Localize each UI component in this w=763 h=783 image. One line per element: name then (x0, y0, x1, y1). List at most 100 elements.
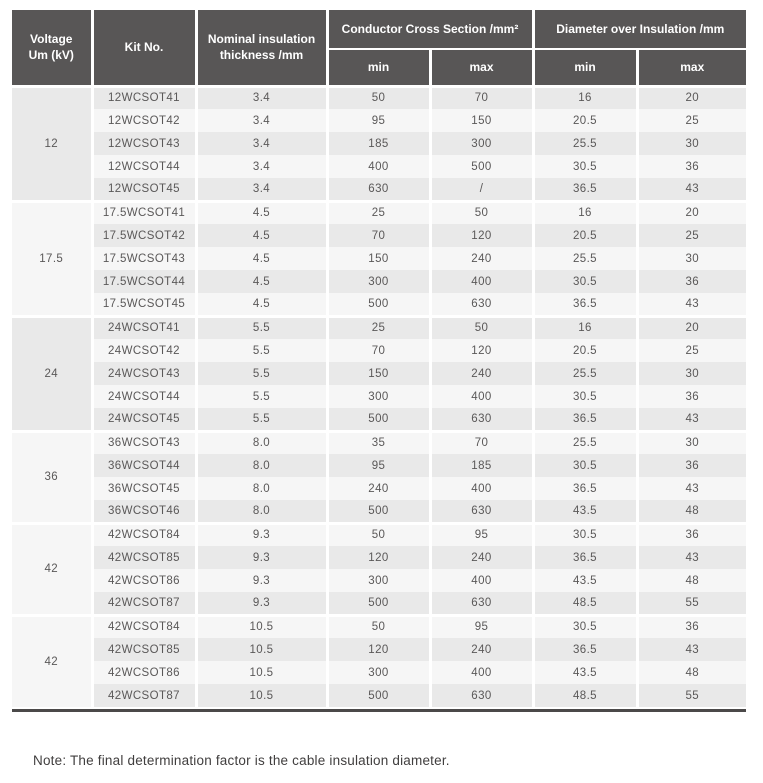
diameter-max-cell: 43 (635, 546, 747, 569)
diameter-min-cell: 16 (531, 84, 637, 109)
diameter-min-cell: 30.5 (531, 613, 637, 638)
diameter-min-cell: 36.5 (531, 293, 637, 316)
conductor-max-cell: 500 (428, 155, 533, 178)
table-row: 36 36WCSOT43 8.0 35 70 25.5 30 (12, 429, 747, 523)
thickness-cell: 8.0 (194, 500, 327, 523)
kit-no-cell: 12WCSOT42 (90, 109, 196, 132)
kit-no-cell: 42WCSOT85 (90, 546, 196, 569)
conductor-min-cell: 70 (325, 339, 430, 362)
conductor-min-cell: 120 (325, 638, 430, 661)
conductor-min-cell: 300 (325, 569, 430, 592)
diameter-min-cell: 36.5 (531, 546, 637, 569)
thickness-cell: 5.5 (194, 339, 327, 362)
thickness-cell: 4.5 (194, 199, 327, 224)
header-diameter-min: min (531, 48, 637, 86)
diameter-min-cell: 16 (531, 314, 637, 339)
kit-no-cell: 36WCSOT43 (90, 429, 196, 454)
kit-no-cell: 36WCSOT46 (90, 500, 196, 523)
conductor-max-cell: 630 (428, 684, 533, 707)
conductor-min-cell: 95 (325, 454, 430, 477)
diameter-max-cell: 30 (635, 247, 747, 270)
diameter-max-cell: 43 (635, 293, 747, 316)
thickness-cell: 5.5 (194, 408, 327, 431)
kit-no-cell: 24WCSOT43 (90, 362, 196, 385)
kit-no-cell: 36WCSOT44 (90, 454, 196, 477)
diameter-min-cell: 20.5 (531, 109, 637, 132)
table-container: Voltage Um (kV) Kit No. Nominal insulati… (12, 10, 747, 712)
conductor-max-cell: 400 (428, 477, 533, 500)
diameter-max-cell: 36 (635, 155, 747, 178)
conductor-max-cell: 630 (428, 408, 533, 431)
table-row: 17.5 17.5WCSOT41 4.5 25 50 16 20 (12, 199, 747, 316)
table-bottom-rule (12, 709, 746, 712)
diameter-min-cell: 25.5 (531, 429, 637, 454)
thickness-cell: 3.4 (194, 109, 327, 132)
conductor-max-cell: 240 (428, 247, 533, 270)
diameter-max-cell: 20 (635, 84, 747, 109)
kit-no-cell: 17.5WCSOT42 (90, 224, 196, 247)
note-text: Note: The final determination factor is … (33, 753, 450, 768)
voltage-cell: 42 (12, 521, 92, 615)
header-voltage: Voltage Um (kV) (12, 10, 92, 86)
thickness-cell: 5.5 (194, 385, 327, 408)
thickness-cell: 9.3 (194, 592, 327, 615)
thickness-cell: 4.5 (194, 293, 327, 316)
conductor-min-cell: 500 (325, 408, 430, 431)
diameter-max-cell: 48 (635, 569, 747, 592)
conductor-min-cell: 150 (325, 247, 430, 270)
voltage-cell: 17.5 (12, 199, 92, 316)
table-row: 17.5WCSOT45 4.5 500 630 36.5 43 (12, 293, 747, 316)
diameter-min-cell: 43.5 (531, 661, 637, 684)
header-voltage-line2: Um (kV) (28, 48, 74, 63)
thickness-cell: 10.5 (194, 684, 327, 707)
diameter-min-cell: 43.5 (531, 569, 637, 592)
table-row: 42WCSOT86 9.3 300 400 43.5 48 (12, 569, 747, 592)
conductor-min-cell: 35 (325, 429, 430, 454)
diameter-max-cell: 25 (635, 224, 747, 247)
conductor-min-cell: 150 (325, 362, 430, 385)
kit-no-cell: 24WCSOT41 (90, 314, 196, 339)
thickness-cell: 8.0 (194, 477, 327, 500)
kit-no-cell: 42WCSOT84 (90, 613, 196, 638)
table-row: 24 24WCSOT41 5.5 25 50 16 20 (12, 314, 747, 431)
voltage-cell: 42 (12, 613, 92, 707)
table-body: 12 12WCSOT41 3.4 50 70 16 20 12WCSOT42 3.4 95 150 2… (12, 84, 747, 707)
kit-no-cell: 12WCSOT45 (90, 178, 196, 201)
conductor-min-cell: 120 (325, 546, 430, 569)
conductor-min-cell: 300 (325, 661, 430, 684)
diameter-max-cell: 43 (635, 408, 747, 431)
conductor-max-cell: 240 (428, 638, 533, 661)
diameter-max-cell: 30 (635, 429, 747, 454)
header-nominal-line2: thickness /mm (219, 48, 304, 63)
thickness-cell: 3.4 (194, 155, 327, 178)
table-row: 17.5WCSOT42 4.5 70 120 20.5 25 (12, 224, 747, 247)
header-nominal-thickness: Nominal insulation thickness /mm (194, 10, 327, 86)
conductor-min-cell: 500 (325, 592, 430, 615)
conductor-min-cell: 95 (325, 109, 430, 132)
diameter-max-cell: 36 (635, 613, 747, 638)
kit-no-cell: 17.5WCSOT43 (90, 247, 196, 270)
conductor-min-cell: 500 (325, 293, 430, 316)
diameter-max-cell: 25 (635, 109, 747, 132)
thickness-cell: 8.0 (194, 454, 327, 477)
table-row: 42WCSOT87 9.3 500 630 48.5 55 (12, 592, 747, 615)
thickness-cell: 3.4 (194, 84, 327, 109)
kit-no-cell: 36WCSOT45 (90, 477, 196, 500)
conductor-max-cell: 240 (428, 546, 533, 569)
table-row: 42WCSOT85 9.3 120 240 36.5 43 (12, 546, 747, 569)
diameter-max-cell: 30 (635, 132, 747, 155)
thickness-cell: 9.3 (194, 546, 327, 569)
diameter-max-cell: 30 (635, 362, 747, 385)
diameter-min-cell: 25.5 (531, 247, 637, 270)
thickness-cell: 10.5 (194, 638, 327, 661)
diameter-max-cell: 36 (635, 270, 747, 293)
diameter-min-cell: 30.5 (531, 270, 637, 293)
table-row: 24WCSOT43 5.5 150 240 25.5 30 (12, 362, 747, 385)
conductor-min-cell: 630 (325, 178, 430, 201)
thickness-cell: 8.0 (194, 429, 327, 454)
conductor-max-cell: 400 (428, 569, 533, 592)
conductor-max-cell: 630 (428, 293, 533, 316)
kit-no-cell: 17.5WCSOT44 (90, 270, 196, 293)
conductor-min-cell: 300 (325, 270, 430, 293)
